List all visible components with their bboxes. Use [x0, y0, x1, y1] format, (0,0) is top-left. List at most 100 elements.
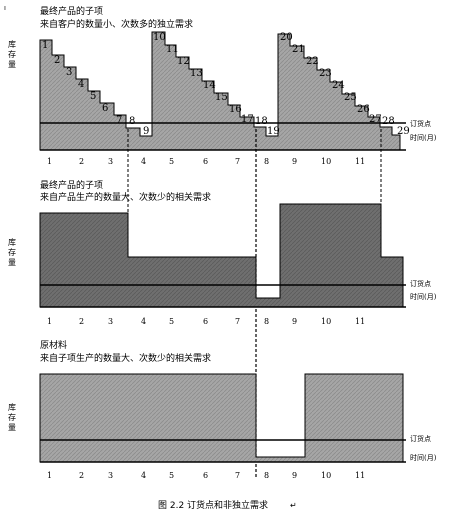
level-label: 29 [397, 126, 410, 137]
month-label: 8 [264, 471, 269, 480]
svg-text:存: 存 [8, 412, 16, 422]
month-label: 8 [264, 157, 269, 166]
level-label: 22 [306, 56, 319, 67]
panel-3-time-label: 时间(月) [410, 453, 437, 462]
svg-text:库: 库 [8, 237, 16, 247]
panel-1-time-label: 时间(月) [410, 133, 437, 142]
month-label: 5 [169, 471, 174, 480]
month-label: 9 [292, 317, 297, 326]
month-label: 1 [47, 317, 52, 326]
month-label: 6 [203, 317, 208, 326]
month-label: 11 [355, 317, 365, 326]
svg-text:量: 量 [8, 423, 16, 432]
panel-1: 最终产品的子项 来自客户的数量小、次数多的独立需求 库 存 量 1 2 3 4 … [8, 5, 437, 166]
level-label: 11 [166, 44, 179, 55]
panel-3-months: 1 2 3 4 5 6 7 8 9 10 11 [47, 471, 365, 480]
level-label: 6 [102, 103, 108, 114]
level-label: 21 [292, 44, 305, 55]
panel-2-title: 最终产品的子项 [40, 179, 103, 191]
figure-caption: 图 2.2 订货点和非独立需求 [158, 499, 268, 511]
level-label: 19 [267, 126, 280, 137]
month-label: 2 [79, 157, 84, 166]
month-label: 6 [203, 157, 208, 166]
month-label: 3 [108, 471, 113, 480]
month-label: 5 [169, 157, 174, 166]
panel-1-months: 1 2 3 4 5 6 7 8 9 10 11 [47, 157, 365, 166]
level-label: 24 [332, 80, 345, 91]
level-label: 26 [357, 104, 370, 115]
svg-text:量: 量 [8, 258, 16, 267]
svg-text:量: 量 [8, 60, 16, 69]
level-label: 20 [280, 32, 293, 43]
panel-1-level-labels: 1 2 3 4 5 6 7 8 9 10 11 12 13 14 15 16 1… [42, 32, 410, 137]
month-label: 11 [355, 471, 365, 480]
month-label: 8 [264, 317, 269, 326]
panel-2-months: 1 2 3 4 5 6 7 8 9 10 11 [47, 317, 365, 326]
panel-3-title: 原材料 [40, 339, 67, 351]
month-label: 4 [141, 471, 146, 480]
month-label: 2 [79, 317, 84, 326]
panel-3-inventory-level [39, 373, 404, 463]
level-label: 25 [344, 92, 357, 103]
panel-3-reorder-label: 订货点 [410, 434, 431, 443]
month-label: 10 [321, 471, 331, 480]
level-label: 8 [129, 116, 135, 127]
level-label: 28 [382, 116, 395, 127]
level-label: 23 [319, 68, 332, 79]
level-label: 14 [203, 80, 216, 91]
month-label: 10 [321, 157, 331, 166]
panel-1-subtitle: 来自客户的数量小、次数多的独立需求 [40, 18, 193, 30]
return-mark: ↵ [290, 501, 297, 510]
month-label: 4 [141, 317, 146, 326]
panel-3: 原材料 来自子项生产的数量大、次数少的相关需求 库 存 量 订货点 时间(月) … [8, 339, 437, 480]
month-label: 3 [108, 317, 113, 326]
month-label: 2 [79, 471, 84, 480]
panel-2-y-label: 库 存 量 [8, 237, 16, 267]
month-label: 4 [141, 157, 146, 166]
month-label: 7 [235, 157, 240, 166]
level-label: 2 [54, 55, 60, 66]
month-label: 7 [235, 317, 240, 326]
level-label: 4 [78, 79, 84, 90]
corner-mark: ı [4, 4, 6, 12]
level-label: 5 [90, 91, 96, 102]
panel-1-y-label: 库 存 量 [8, 39, 16, 69]
panel-2-subtitle: 来自产品生产的数量大、次数少的相关需求 [40, 191, 211, 203]
level-label: 15 [215, 92, 228, 103]
level-label: 9 [143, 126, 149, 137]
month-label: 6 [203, 471, 208, 480]
panel-1-title: 最终产品的子项 [40, 5, 103, 17]
month-label: 1 [47, 471, 52, 480]
month-label: 5 [169, 317, 174, 326]
panel-2-time-label: 时间(月) [410, 292, 437, 301]
month-label: 11 [355, 157, 365, 166]
level-label: 18 [255, 116, 268, 127]
level-label: 13 [190, 68, 203, 79]
panel-2-inventory-level [39, 203, 404, 308]
panel-1-inventory-sawtooth [39, 31, 401, 151]
month-label: 10 [321, 317, 331, 326]
svg-text:库: 库 [8, 39, 16, 49]
level-label: 27 [369, 114, 382, 125]
month-label: 1 [47, 157, 52, 166]
level-label: 17 [241, 114, 254, 125]
panel-3-subtitle: 来自子项生产的数量大、次数少的相关需求 [40, 352, 211, 364]
panel-1-reorder-label: 订货点 [410, 119, 431, 128]
level-label: 16 [229, 104, 242, 115]
month-label: 9 [292, 157, 297, 166]
level-label: 3 [66, 67, 72, 78]
svg-text:存: 存 [8, 247, 16, 257]
svg-text:存: 存 [8, 49, 16, 59]
level-label: 12 [177, 56, 190, 67]
svg-text:库: 库 [8, 402, 16, 412]
month-label: 3 [108, 157, 113, 166]
month-label: 7 [235, 471, 240, 480]
level-label: 10 [153, 32, 166, 43]
panel-3-y-label: 库 存 量 [8, 402, 16, 432]
level-label: 7 [116, 115, 122, 126]
panel-2: 最终产品的子项 来自产品生产的数量大、次数少的相关需求 库 存 量 订货点 时间… [8, 179, 437, 326]
level-label: 1 [42, 40, 48, 51]
panel-2-reorder-label: 订货点 [410, 279, 431, 288]
month-label: 9 [292, 471, 297, 480]
